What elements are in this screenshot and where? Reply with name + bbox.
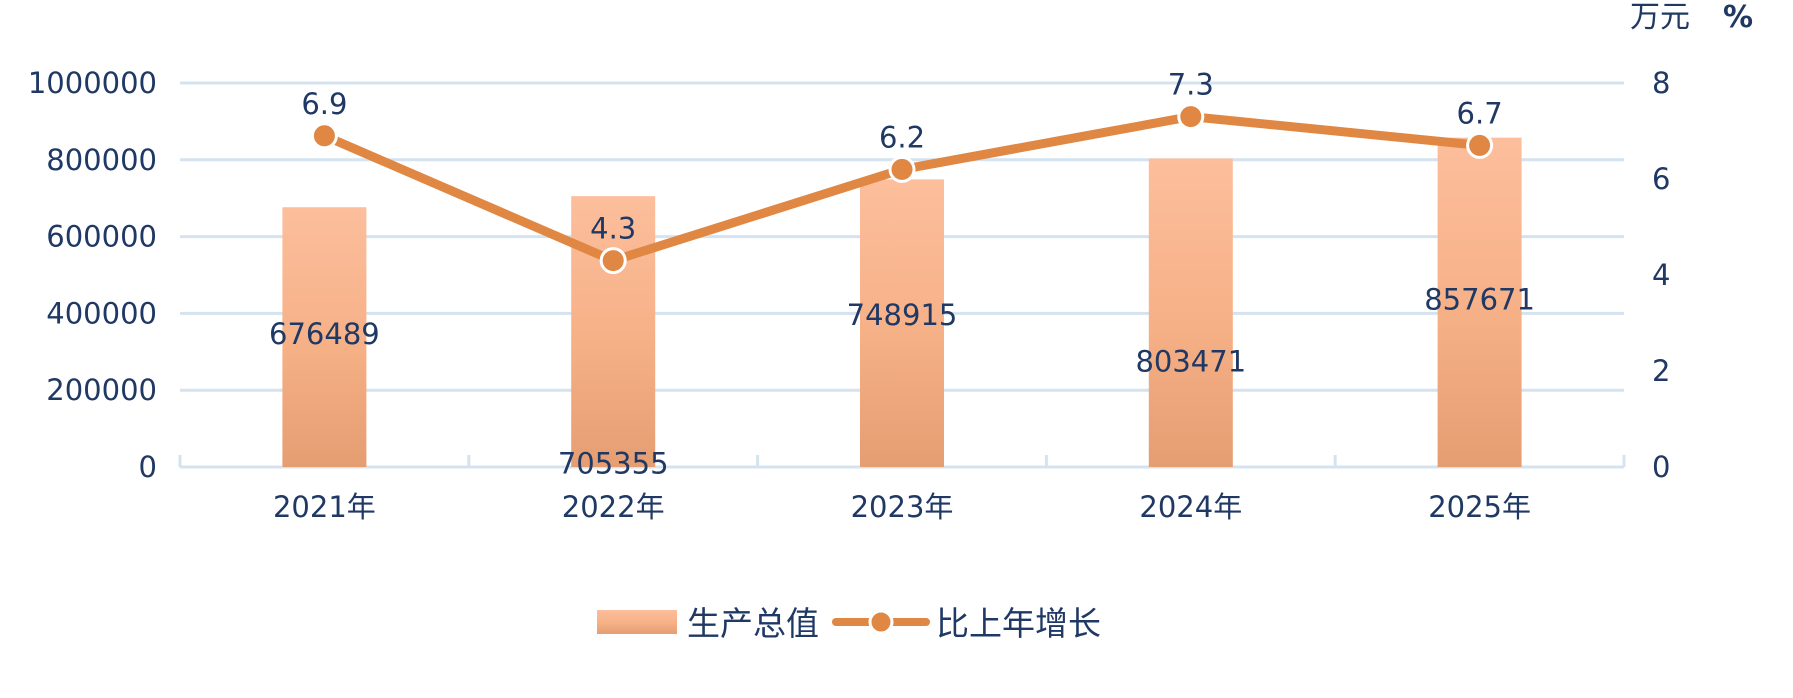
- y-left-tick-label: 600000: [46, 220, 157, 254]
- bar: [860, 179, 944, 468]
- x-tick-label: 2023年: [851, 490, 954, 524]
- legend-label-line: 比上年增长: [936, 604, 1101, 643]
- line-marker: [1177, 103, 1205, 131]
- x-tick-label: 2024年: [1139, 490, 1242, 524]
- bar-value-label: 676489: [269, 317, 380, 351]
- line-marker: [310, 122, 338, 150]
- line-marker: [888, 155, 916, 183]
- x-tick-label: 2025年: [1428, 490, 1531, 524]
- line-marker: [599, 247, 627, 275]
- bar: [1148, 158, 1233, 467]
- line-value-label: 6.2: [879, 120, 925, 154]
- bar-data-labels: 676489 705355 748915 803471 857671: [269, 282, 1535, 480]
- bar-series: [282, 137, 1522, 468]
- line-value-label: 7.3: [1168, 68, 1214, 102]
- y-right-tick-label: 4: [1652, 258, 1670, 292]
- y-right-tick-label: 6: [1652, 162, 1670, 196]
- line-marker: [1466, 131, 1494, 159]
- bar: [1437, 137, 1522, 467]
- line-series: [310, 103, 1494, 275]
- y-right-tick-label: 8: [1652, 66, 1670, 100]
- axis-units: 万元 %: [1630, 0, 1753, 35]
- y-left-tick-label: 800000: [46, 143, 157, 177]
- line-value-label: 6.9: [301, 87, 347, 121]
- x-tick-label: 2021年: [273, 490, 376, 524]
- y-right-unit: %: [1723, 0, 1753, 35]
- y-axis-right: 0 2 4 6 8: [1652, 66, 1670, 484]
- x-tick-label: 2022年: [562, 490, 665, 524]
- bar: [282, 207, 367, 468]
- y-left-tick-label: 0: [139, 450, 157, 484]
- bar-value-label: 705355: [558, 447, 669, 481]
- legend-swatch-marker: [868, 609, 894, 635]
- y-axis-left: 0 200000 400000 600000 800000 1000000: [28, 66, 157, 484]
- legend-label-bar: 生产总值: [687, 604, 819, 643]
- line-data-labels: 6.9 4.3 6.2 7.3 6.7: [301, 68, 1502, 246]
- bar-value-label: 803471: [1135, 345, 1246, 379]
- y-right-tick-label: 0: [1652, 450, 1670, 484]
- y-right-tick-label: 2: [1652, 354, 1670, 388]
- y-left-tick-label: 1000000: [28, 66, 157, 100]
- line-value-label: 4.3: [590, 212, 636, 246]
- legend: 生产总值 比上年增长: [597, 604, 1101, 643]
- y-left-unit: 万元: [1630, 0, 1690, 35]
- legend-swatch-bar: [597, 610, 677, 634]
- y-left-tick-label: 400000: [46, 296, 157, 330]
- bar-value-label: 857671: [1424, 282, 1535, 316]
- y-left-tick-label: 200000: [46, 373, 157, 407]
- bar: [571, 196, 656, 467]
- bar-value-label: 748915: [847, 298, 958, 332]
- line-value-label: 6.7: [1457, 96, 1503, 130]
